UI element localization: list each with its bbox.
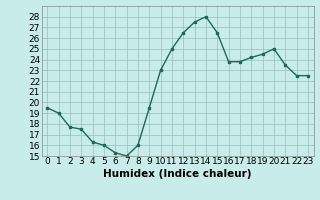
X-axis label: Humidex (Indice chaleur): Humidex (Indice chaleur): [103, 169, 252, 179]
